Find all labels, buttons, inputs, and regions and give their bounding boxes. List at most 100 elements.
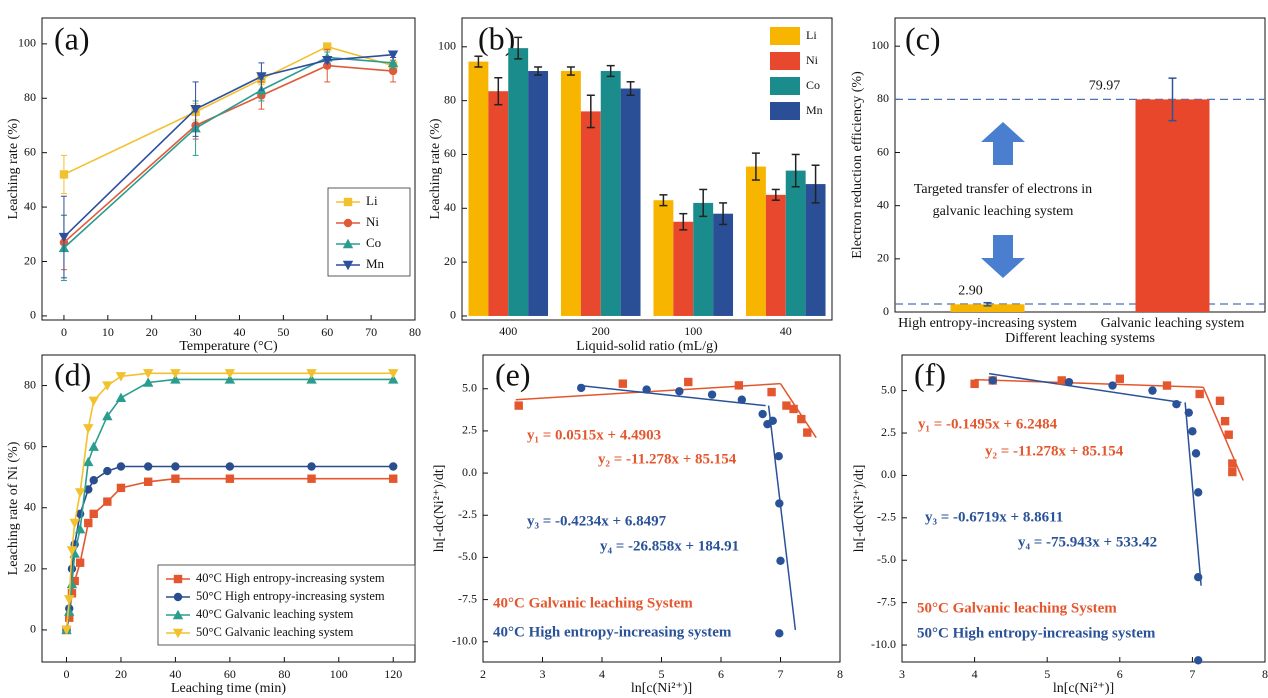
y-tick-label: 20 bbox=[444, 254, 456, 268]
marker bbox=[675, 387, 684, 396]
marker bbox=[343, 197, 353, 207]
marker bbox=[224, 374, 236, 384]
marker bbox=[116, 483, 126, 493]
marker bbox=[67, 564, 77, 574]
y-axis-label: Leaching rate of Ni (%) bbox=[6, 441, 21, 575]
marker bbox=[774, 452, 783, 461]
marker bbox=[307, 474, 316, 483]
y-tick-label: 60 bbox=[24, 438, 36, 452]
annotation: y₃ = -0.6719x + 8.8611 bbox=[925, 509, 1063, 525]
x-tick-label: 60 bbox=[321, 325, 333, 339]
y-tick-label: 100 bbox=[871, 38, 889, 52]
y-tick-label: -2.5 bbox=[877, 510, 896, 524]
marker bbox=[170, 374, 181, 384]
y-axis-label: Leaching rate (%) bbox=[6, 118, 21, 219]
marker bbox=[307, 462, 316, 471]
fit-line bbox=[1202, 386, 1244, 481]
marker bbox=[1215, 396, 1225, 405]
bar bbox=[765, 194, 786, 316]
x-tick-label: 60 bbox=[224, 667, 236, 681]
y-tick-label: 60 bbox=[444, 146, 456, 160]
down-arrow bbox=[981, 235, 1025, 278]
marker bbox=[74, 488, 86, 498]
marker bbox=[143, 477, 153, 486]
x-tick-label: 40 bbox=[233, 325, 245, 339]
marker bbox=[803, 428, 812, 437]
x-tick-label: 100 bbox=[684, 324, 702, 338]
marker bbox=[143, 462, 153, 471]
marker bbox=[58, 232, 70, 243]
marker bbox=[388, 66, 398, 76]
legend-label: 40°C High entropy-increasing system bbox=[196, 571, 385, 585]
y-tick-label: -5.0 bbox=[458, 549, 477, 563]
x-tick-label: 20 bbox=[146, 325, 158, 339]
marker bbox=[1057, 376, 1066, 385]
marker bbox=[64, 595, 75, 605]
marker bbox=[225, 474, 235, 483]
x-tick-label: 80 bbox=[278, 667, 290, 681]
x-tick-label: 10 bbox=[102, 325, 114, 339]
x-tick-label: 3 bbox=[899, 667, 905, 681]
marker bbox=[190, 104, 201, 115]
marker bbox=[970, 379, 979, 389]
marker bbox=[67, 589, 77, 598]
bar bbox=[693, 202, 714, 316]
marker bbox=[225, 462, 235, 471]
y-tick-label: 0.0 bbox=[881, 467, 896, 481]
panel-label: (f) bbox=[914, 356, 946, 392]
x-tick-label: 70 bbox=[365, 325, 377, 339]
marker bbox=[1162, 381, 1172, 390]
marker bbox=[514, 401, 523, 410]
x-tick-label: 2 bbox=[480, 667, 486, 681]
y-tick-label: 20 bbox=[24, 561, 36, 575]
marker bbox=[734, 381, 744, 390]
y-axis-label: ln[-dc(Ni²⁺)/dt] bbox=[432, 465, 447, 553]
annotation: Targeted transfer of electrons in bbox=[914, 182, 1092, 197]
marker bbox=[115, 392, 127, 402]
marker bbox=[66, 546, 78, 556]
plot-frame bbox=[894, 17, 1266, 313]
legend-label: Ni bbox=[366, 214, 379, 229]
x-tick-label: 5 bbox=[1044, 667, 1050, 681]
marker bbox=[173, 574, 183, 584]
x-tick-label: 6 bbox=[1117, 667, 1123, 681]
marker bbox=[75, 558, 85, 567]
marker bbox=[775, 629, 784, 638]
y-tick-label: 2.5 bbox=[462, 423, 477, 437]
x-tick-label: 40 bbox=[169, 667, 181, 681]
legend-swatch bbox=[770, 102, 800, 120]
plot-frame bbox=[41, 17, 416, 321]
marker bbox=[142, 369, 154, 379]
x-axis-label: Different leaching systems bbox=[1005, 331, 1155, 346]
series-label: 50°C Galvanic leaching System bbox=[917, 600, 1117, 616]
marker bbox=[142, 377, 154, 387]
y-tick-label: 80 bbox=[444, 92, 456, 106]
y-tick-label: 0 bbox=[30, 308, 36, 322]
marker bbox=[758, 409, 767, 419]
marker bbox=[69, 518, 80, 529]
legend-swatch bbox=[770, 52, 800, 70]
marker bbox=[74, 523, 86, 534]
legend-label: Li bbox=[806, 28, 817, 42]
x-tick-label: High entropy-increasing system bbox=[898, 316, 1077, 331]
legend-label: 50°C Galvanic leaching system bbox=[196, 625, 354, 639]
marker bbox=[171, 462, 180, 471]
x-tick-label: 30 bbox=[190, 325, 202, 339]
x-tick-label: 8 bbox=[837, 667, 843, 681]
y-tick-label: 80 bbox=[877, 91, 889, 105]
marker bbox=[172, 609, 184, 620]
legend-label: Co bbox=[366, 235, 381, 250]
marker bbox=[387, 57, 399, 68]
series-label: 40°C Galvanic leaching System bbox=[493, 595, 693, 611]
x-tick-label: 0 bbox=[61, 325, 67, 339]
marker bbox=[1064, 377, 1074, 387]
x-tick-label: 8 bbox=[1262, 667, 1268, 681]
marker bbox=[387, 50, 399, 60]
legend-frame bbox=[157, 564, 416, 646]
annotation: y₁ = -0.1495x + 6.2484 bbox=[918, 416, 1058, 432]
marker bbox=[102, 410, 113, 421]
bar bbox=[528, 71, 549, 316]
x-tick-label: 3 bbox=[540, 667, 546, 681]
bar bbox=[950, 304, 1025, 312]
marker bbox=[1115, 374, 1124, 383]
